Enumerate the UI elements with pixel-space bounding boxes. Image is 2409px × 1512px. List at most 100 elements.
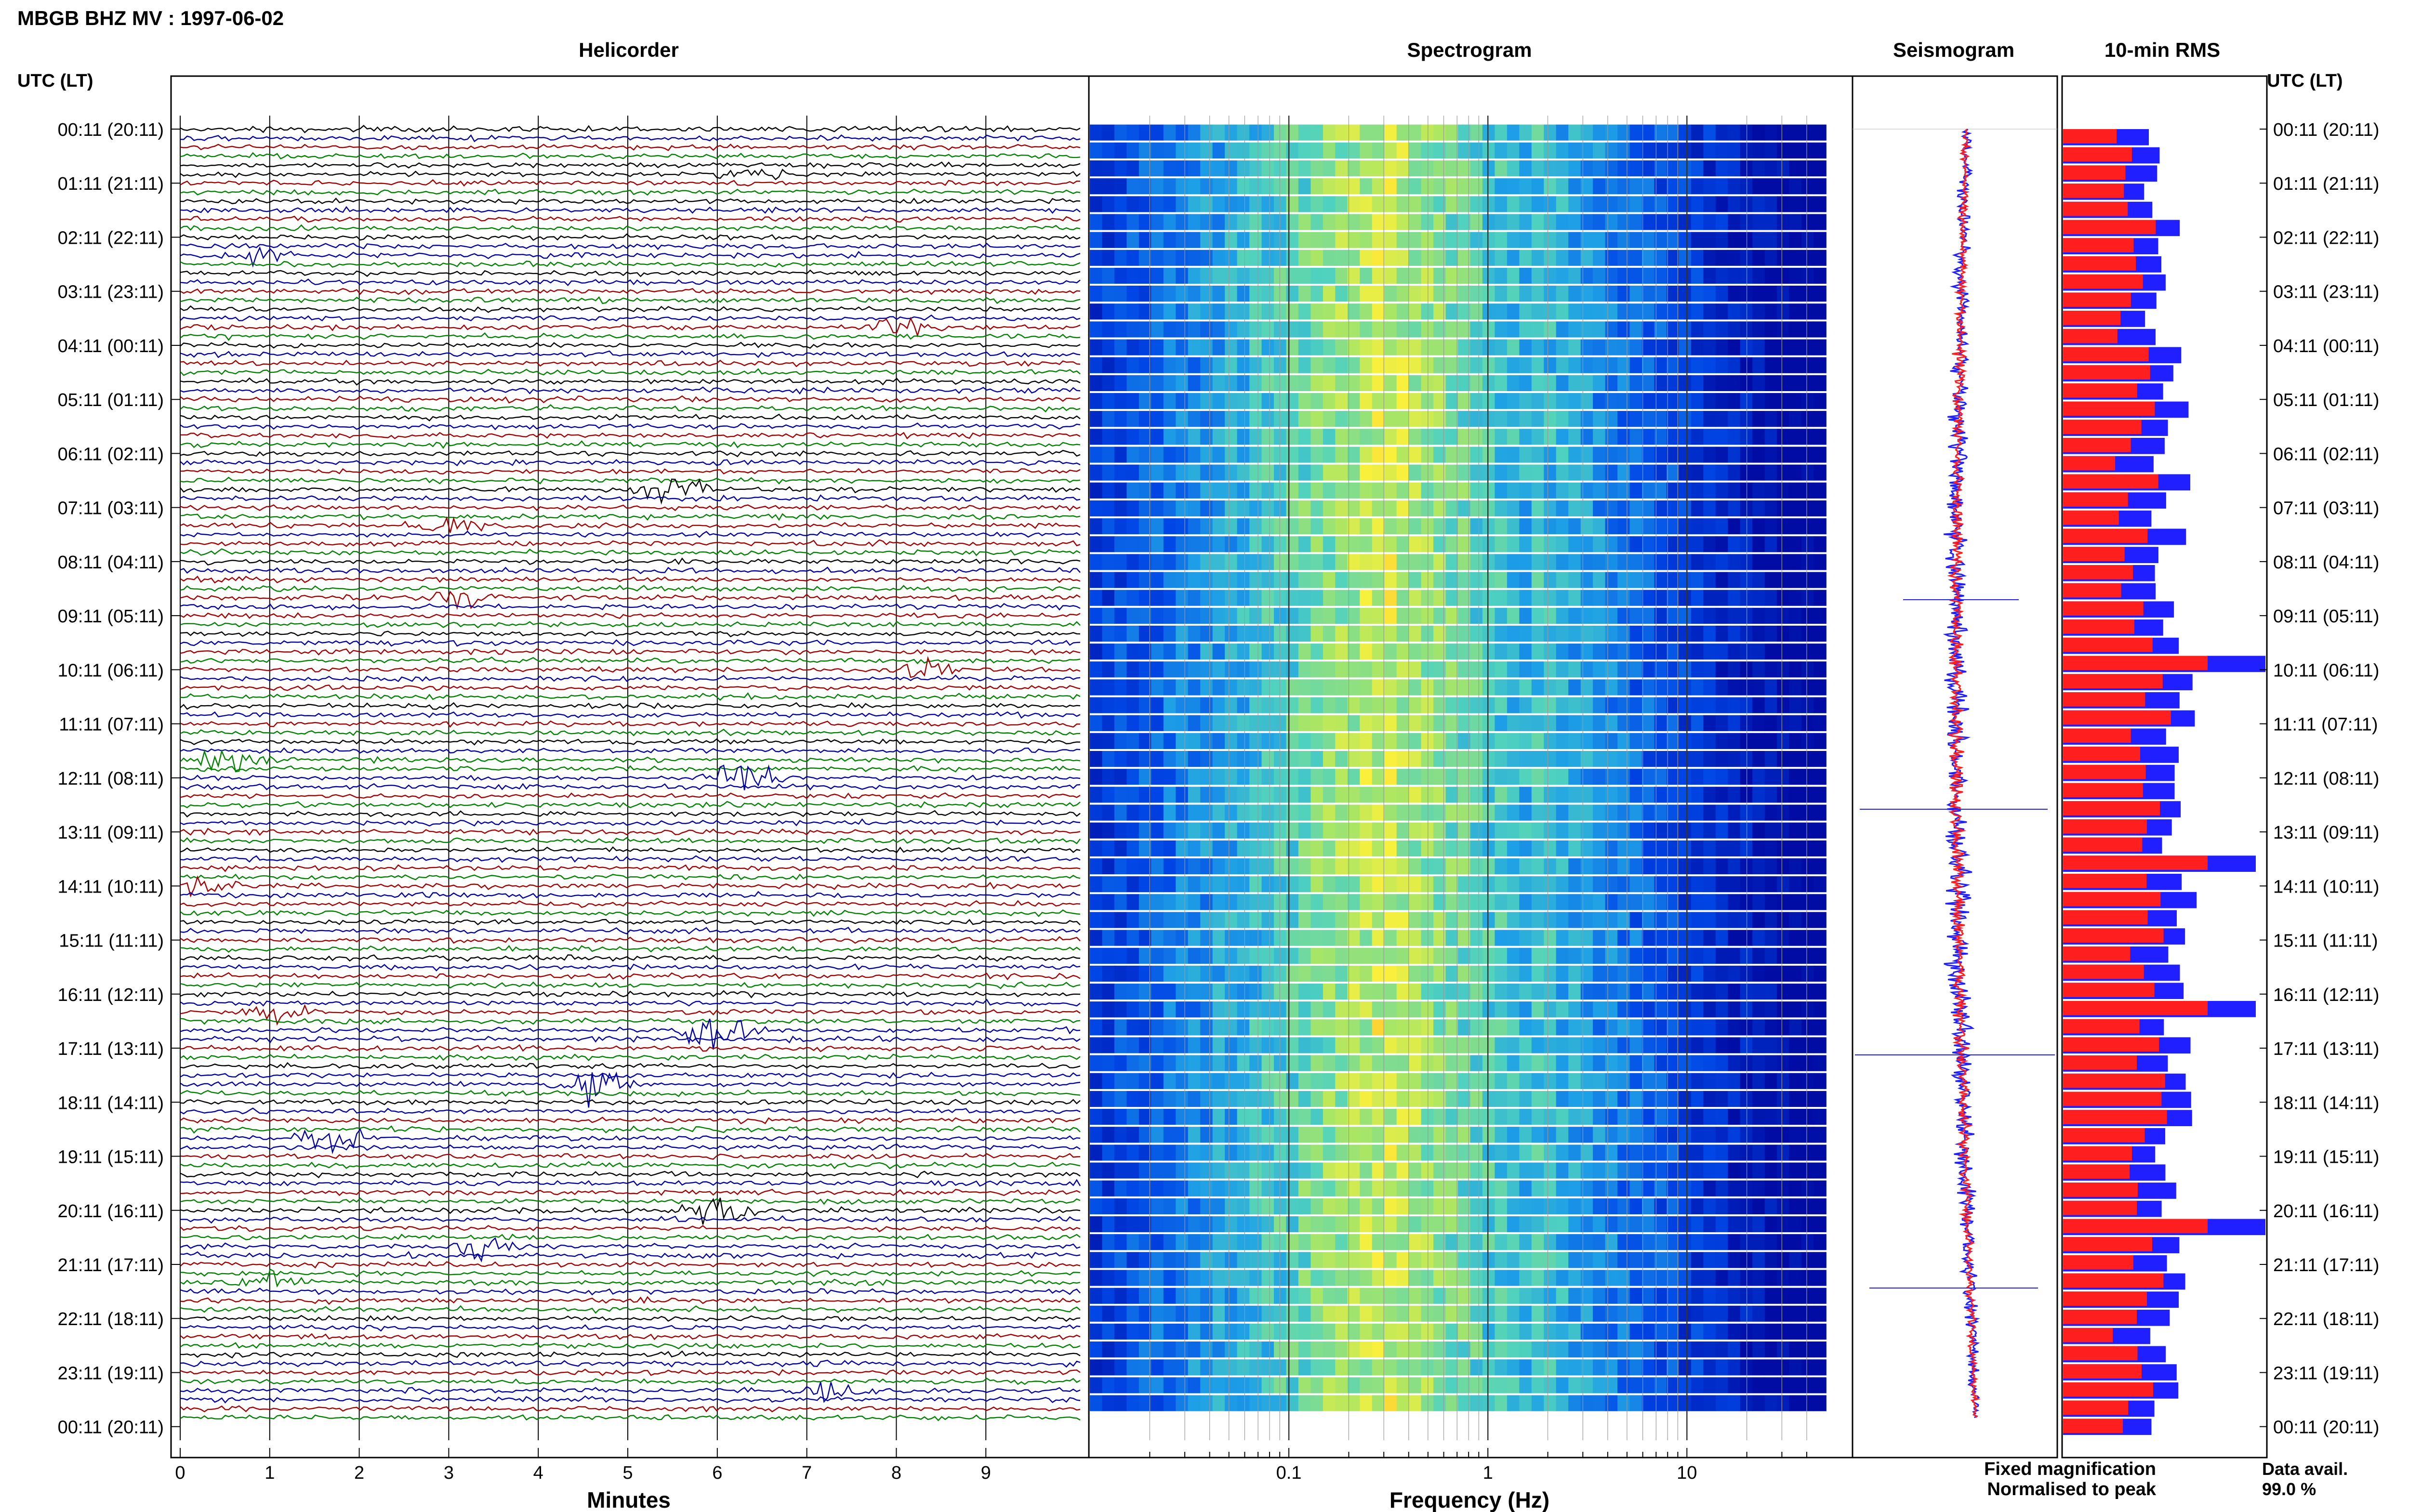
- spectrogram-cell: [1310, 1073, 1324, 1089]
- spectrogram-cell: [1470, 1127, 1483, 1143]
- spectrogram-cell: [1617, 1180, 1630, 1196]
- spectrogram-cell: [1580, 464, 1593, 481]
- minute-tick-label: 1: [265, 1463, 275, 1483]
- spectrogram-cell: [1679, 357, 1692, 373]
- spectrogram-cell: [1703, 447, 1716, 463]
- spectrogram-cell: [1605, 1180, 1618, 1196]
- spectrogram-cell: [1335, 554, 1348, 570]
- spectrogram-cell: [1384, 1270, 1397, 1286]
- spectrogram-cell: [1212, 858, 1225, 875]
- spectrogram-cell: [1126, 124, 1139, 141]
- spectrogram-cell: [1740, 572, 1753, 588]
- spectrogram-cell: [1249, 1323, 1262, 1340]
- spectrogram-cell: [1531, 124, 1545, 141]
- spectrogram-cell: [1163, 930, 1177, 946]
- spectrogram-cell: [1126, 1180, 1139, 1196]
- spectrogram-cell: [1372, 1288, 1385, 1304]
- spectrogram-cell: [1813, 1162, 1827, 1179]
- spectrogram-cell: [1433, 303, 1446, 320]
- spectrogram-cell: [1593, 1288, 1606, 1304]
- spectrogram-cell: [1482, 339, 1496, 355]
- spectrogram-cell: [1531, 1359, 1545, 1376]
- spectrogram-cell: [1715, 303, 1729, 320]
- spectrogram-cell: [1163, 232, 1177, 248]
- spectrogram-cell: [1433, 590, 1446, 606]
- spectrogram-cell: [1605, 912, 1618, 928]
- spectrogram-cell: [1629, 912, 1642, 928]
- spectrogram-cell: [1176, 1127, 1189, 1143]
- spectrogram-cell: [1556, 232, 1569, 248]
- spectrogram-cell: [1200, 500, 1213, 517]
- spectrogram-cell: [1580, 357, 1593, 373]
- spectrogram-cell: [1556, 500, 1569, 517]
- spectrogram-cell: [1531, 447, 1545, 463]
- spectrogram-cell: [1126, 876, 1139, 893]
- spectrogram-cell: [1335, 1001, 1348, 1018]
- spectrogram-cell: [1482, 357, 1496, 373]
- spectrogram-cell: [1225, 840, 1238, 856]
- spectrogram-cell: [1188, 858, 1201, 875]
- spectrogram-cell: [1274, 500, 1287, 517]
- spectrogram-cell: [1519, 124, 1532, 141]
- spectrogram-cell: [1114, 572, 1127, 588]
- spectrogram-cell: [1274, 1198, 1287, 1214]
- spectrogram-cell: [1568, 375, 1581, 391]
- spectrogram-cell: [1642, 804, 1655, 821]
- spectrogram-cell: [1629, 1305, 1642, 1322]
- spectrogram-cell: [1433, 214, 1446, 230]
- spectrogram-cell: [1531, 375, 1545, 391]
- spectrogram-cell: [1286, 679, 1299, 696]
- spectrogram-cell: [1642, 250, 1655, 266]
- spectrogram-cell: [1605, 1001, 1618, 1018]
- spectrogram-cell: [1225, 554, 1238, 570]
- spectrogram-cell: [1519, 1037, 1532, 1053]
- spectrogram-cell: [1090, 733, 1103, 749]
- helicorder-trace-row: [180, 1237, 1081, 1263]
- spectrogram-cell: [1090, 1198, 1103, 1214]
- spectrogram-cell: [1801, 1037, 1814, 1053]
- helicorder-trace-row: [180, 692, 1081, 701]
- spectrogram-cell: [1544, 1162, 1557, 1179]
- spectrogram-cell: [1605, 947, 1618, 964]
- spectrogram-cell: [1286, 804, 1299, 821]
- spectrogram-cell: [1188, 894, 1201, 910]
- spectrogram-cell: [1249, 232, 1262, 248]
- spectrogram-cell: [1163, 124, 1177, 141]
- spectrogram-cell: [1163, 1144, 1177, 1161]
- spectrogram-cell: [1384, 286, 1397, 302]
- spectrogram-cell: [1617, 1037, 1630, 1053]
- spectrogram-cell: [1679, 1198, 1692, 1214]
- spectrogram-cell: [1593, 697, 1606, 713]
- spectrogram-cell: [1715, 1341, 1729, 1358]
- spectrogram-cell: [1715, 393, 1729, 409]
- spectrogram-cell: [1752, 142, 1765, 158]
- spectrogram-cell: [1225, 912, 1238, 928]
- spectrogram-cell: [1102, 607, 1115, 624]
- spectrogram-cell: [1310, 733, 1324, 749]
- spectrogram-cell: [1212, 1359, 1225, 1376]
- spectrogram-cell: [1715, 429, 1729, 445]
- spectrogram-cell: [1801, 321, 1814, 338]
- spectrogram-cell: [1764, 1109, 1777, 1125]
- spectrogram-cell: [1176, 232, 1189, 248]
- spectrogram-cell: [1642, 1127, 1655, 1143]
- spectrogram-cell: [1212, 554, 1225, 570]
- spectrogram-cell: [1372, 554, 1385, 570]
- spectrogram-cell: [1384, 447, 1397, 463]
- spectrogram-cell: [1531, 1288, 1545, 1304]
- spectrogram-cell: [1703, 1180, 1716, 1196]
- spectrogram-cell: [1752, 321, 1765, 338]
- spectrogram-cell: [1593, 787, 1606, 803]
- spectrogram-cell: [1617, 124, 1630, 141]
- spectrogram-cell: [1519, 1019, 1532, 1036]
- spectrogram-cell: [1728, 930, 1741, 946]
- spectrogram-cell: [1249, 1091, 1262, 1107]
- spectrogram-cell: [1715, 500, 1729, 517]
- spectrogram-cell: [1114, 1234, 1127, 1250]
- rms-normalised-bar: [2063, 1128, 2145, 1143]
- spectrogram-cell: [1556, 751, 1569, 767]
- spectrogram-cell: [1495, 464, 1508, 481]
- spectrogram-cell: [1789, 429, 1802, 445]
- spectrogram-cell: [1421, 303, 1434, 320]
- spectrogram-cell: [1813, 607, 1827, 624]
